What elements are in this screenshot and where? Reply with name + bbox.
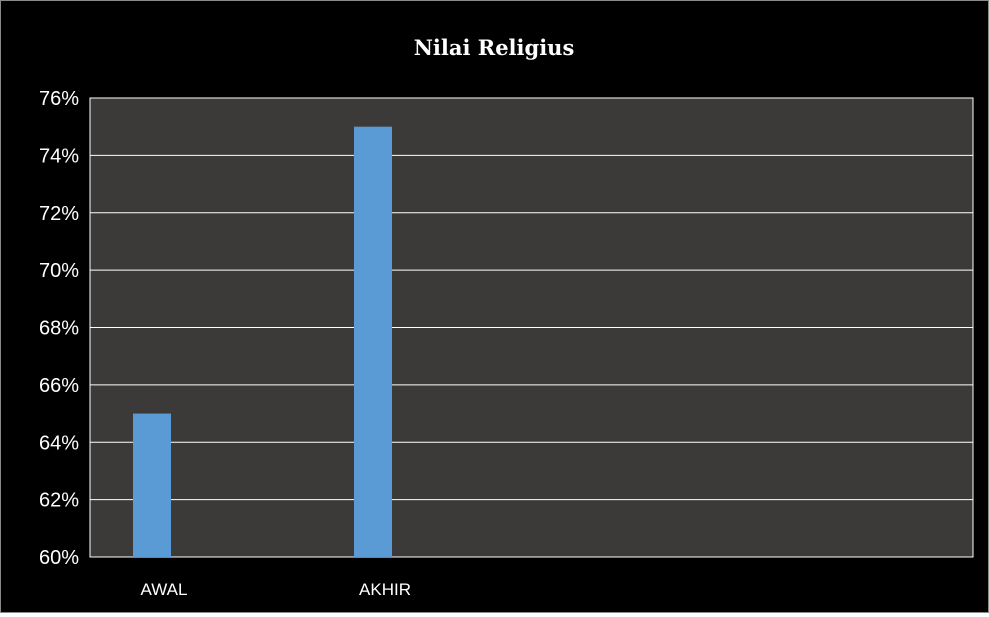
x-axis-categories: AWAL AKHIR (141, 580, 411, 599)
gridlines (90, 97, 973, 558)
bars (133, 126, 392, 557)
y-tick-label: 64% (39, 432, 79, 454)
y-tick-label: 66% (39, 375, 79, 397)
x-category-label: AKHIR (359, 580, 411, 599)
bar-awal (133, 413, 171, 557)
y-axis-ticks: 60% 62% 64% 66% 68% 70% 72% 74% 76% (39, 88, 79, 569)
y-tick-label: 60% (39, 547, 79, 569)
y-tick-label: 62% (39, 490, 79, 512)
bar-akhir (354, 126, 392, 557)
y-tick-label: 70% (39, 260, 79, 282)
y-tick-label: 68% (39, 318, 79, 340)
y-tick-label: 72% (39, 203, 79, 225)
y-tick-label: 76% (39, 88, 79, 110)
y-tick-label: 74% (39, 145, 79, 167)
chart-title: Nilai Religius (414, 35, 575, 60)
x-category-label: AWAL (141, 580, 188, 599)
